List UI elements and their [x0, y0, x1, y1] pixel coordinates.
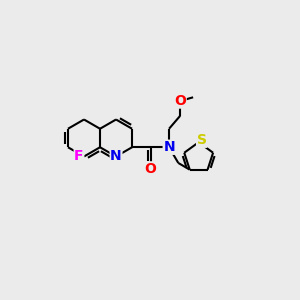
Text: O: O [145, 162, 157, 176]
Text: S: S [197, 133, 207, 147]
Text: F: F [74, 149, 84, 164]
Text: N: N [110, 149, 122, 164]
Text: N: N [163, 140, 175, 154]
Text: O: O [174, 94, 186, 108]
